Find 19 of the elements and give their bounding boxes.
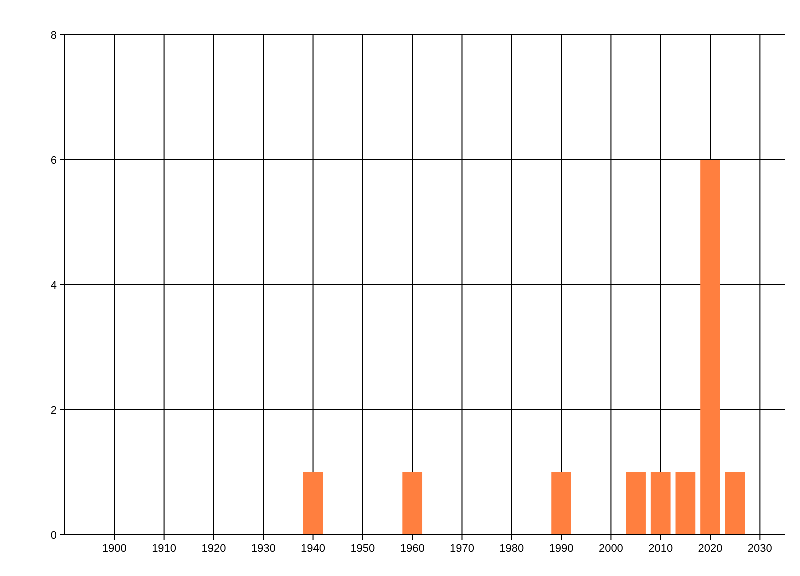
y-tick-label: 0 bbox=[50, 530, 57, 542]
x-tick-label: 1970 bbox=[450, 543, 474, 555]
x-tick-label: 1990 bbox=[549, 543, 574, 555]
x-tick-label: 1920 bbox=[202, 543, 226, 555]
x-tick-label: 2020 bbox=[698, 543, 723, 555]
x-tick-label: 1930 bbox=[251, 543, 276, 555]
y-tick-label: 6 bbox=[50, 154, 57, 167]
x-tick-label: 2010 bbox=[648, 543, 674, 555]
x-tick-label: 1940 bbox=[301, 543, 326, 555]
x-tick-label: 1950 bbox=[350, 543, 376, 555]
x-tick-label: 1960 bbox=[400, 543, 425, 555]
y-tick-label: 8 bbox=[50, 30, 57, 42]
y-tick-label: 4 bbox=[50, 280, 57, 292]
x-tick-label: 2030 bbox=[748, 543, 772, 555]
x-tick-label: 2000 bbox=[598, 543, 624, 555]
x-tick-label: 1980 bbox=[500, 543, 524, 555]
y-tick-label: 2 bbox=[50, 404, 57, 417]
x-tick-label: 1910 bbox=[152, 543, 177, 555]
x-tick-label: 1900 bbox=[102, 543, 127, 555]
